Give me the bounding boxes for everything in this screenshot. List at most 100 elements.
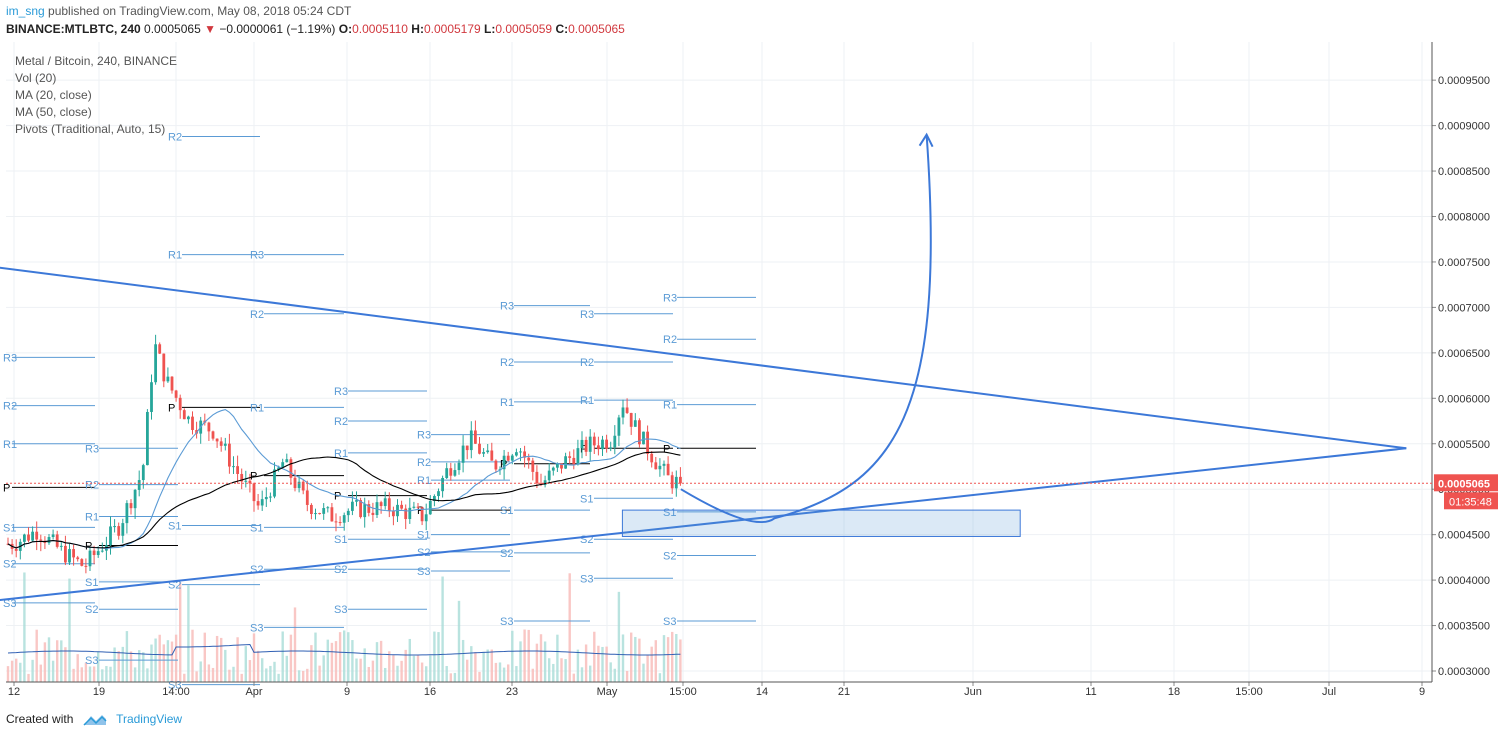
pivot-label-r3: R3 <box>250 250 264 262</box>
candle-body <box>605 439 608 449</box>
volume-bar <box>179 582 182 682</box>
x-tick-label: 19 <box>93 686 105 698</box>
candle-body <box>392 510 395 517</box>
candle-body <box>64 545 67 563</box>
pivot-label-p: P <box>85 541 92 553</box>
pivot-levels: R3 R2 R1 P S1 S2 S3 R3 R2 R1 P S1 S2 S3 R2 R1 P S1 S2 S3 R3 R… <box>3 132 756 692</box>
volume-bar <box>289 634 293 682</box>
candle-body <box>39 539 43 541</box>
volume-bar <box>589 665 592 682</box>
pivot-label-r2: R2 <box>85 480 99 492</box>
candle-body <box>359 500 362 518</box>
candle-body <box>314 513 317 515</box>
candle-body <box>248 480 252 484</box>
candle-body <box>96 551 100 556</box>
chart-grid <box>6 42 1432 682</box>
legend-item-pivots[interactable]: Pivots (Traditional, Auto, 15) <box>15 122 166 136</box>
candle-body <box>113 526 116 528</box>
volume-bar <box>650 646 653 682</box>
symbol-name: BINANCE:MTLBTC, 240 <box>6 22 141 36</box>
volume-bar <box>293 607 297 682</box>
volume-bar <box>76 654 79 682</box>
candle-body <box>150 382 153 412</box>
candle-body <box>219 441 223 446</box>
pivot-label-p: P <box>334 491 341 503</box>
volume-bar <box>531 668 534 682</box>
volume-bar <box>642 663 645 682</box>
pivot-label-r1: R1 <box>250 402 264 414</box>
volume-bar <box>322 655 325 682</box>
volume-bar <box>601 646 604 682</box>
candle-body <box>88 550 92 567</box>
candle-body <box>236 466 239 474</box>
volume-bar <box>363 648 366 682</box>
tradingview-brand-link[interactable]: TradingView <box>116 712 183 726</box>
candle-body <box>252 483 256 502</box>
candle-body <box>363 504 367 518</box>
candle-body <box>281 462 285 468</box>
volume-bar <box>461 639 465 682</box>
moving-averages <box>7 409 681 550</box>
support-trendline <box>0 447 1407 601</box>
candle-body <box>457 462 461 471</box>
volume-bar <box>101 669 104 682</box>
legend-item-ma50[interactable]: MA (50, close) <box>15 105 92 119</box>
volume-bar <box>658 673 662 682</box>
volume-bar <box>630 632 633 682</box>
resistance-trendline <box>0 266 1407 450</box>
volume-bar <box>453 672 457 682</box>
volume-bar <box>400 660 403 682</box>
volume-bar <box>129 651 133 682</box>
candle-body <box>27 534 30 541</box>
candle-body <box>346 510 350 516</box>
volume-bar <box>35 629 38 682</box>
publisher-username[interactable]: im_sng <box>6 4 45 18</box>
x-tick-label: 15:00 <box>669 686 697 698</box>
candle-body <box>244 480 248 482</box>
volume-bar <box>457 600 461 682</box>
candle-body <box>80 559 84 566</box>
candle-body <box>633 420 637 427</box>
x-tick-label: Jul <box>1322 686 1336 698</box>
candle-body <box>154 344 157 383</box>
candle-body <box>658 465 662 470</box>
volume-bar <box>355 658 358 682</box>
candle-body <box>14 548 18 551</box>
candle-body <box>576 448 580 465</box>
pivot-label-r1: R1 <box>417 475 431 487</box>
target-zone-box <box>621 509 1021 537</box>
volume-bar <box>215 635 219 682</box>
candle-body <box>191 416 194 431</box>
candle-body <box>428 500 432 515</box>
candle-body <box>228 443 231 467</box>
volume-bar <box>671 631 674 682</box>
y-tick-label: 0.0003000 <box>1438 666 1490 678</box>
candle-body <box>146 411 149 466</box>
candle-body <box>47 537 51 544</box>
trendline-drawings[interactable] <box>0 132 1407 601</box>
candle-body <box>178 397 182 411</box>
candle-body <box>158 344 162 354</box>
pivot-label-s2: S2 <box>3 559 16 571</box>
candle-body <box>342 515 346 523</box>
volume-bar <box>384 667 387 682</box>
volume-bar <box>252 633 256 682</box>
volume-bar <box>572 673 575 682</box>
pivot-label-s2: S2 <box>168 580 181 592</box>
volume-bar <box>429 655 432 682</box>
volume-bar <box>502 667 506 682</box>
volume-bar <box>195 671 198 682</box>
pivot-label-s3: S3 <box>3 598 16 610</box>
created-with-label: Created with <box>6 712 74 726</box>
candle-body <box>125 503 129 524</box>
volume-bar <box>244 646 247 682</box>
volume-bar <box>478 671 481 682</box>
legend-item-volume[interactable]: Vol (20) <box>15 71 57 85</box>
legend-item-ma20[interactable]: MA (20, close) <box>15 88 92 102</box>
volume-bar <box>416 655 420 682</box>
pivot-label-r1: R1 <box>663 400 677 412</box>
high-value: 0.0005179 <box>423 22 481 36</box>
volume-bar <box>634 636 637 682</box>
countdown-label: 01:35:48 <box>1449 496 1492 508</box>
